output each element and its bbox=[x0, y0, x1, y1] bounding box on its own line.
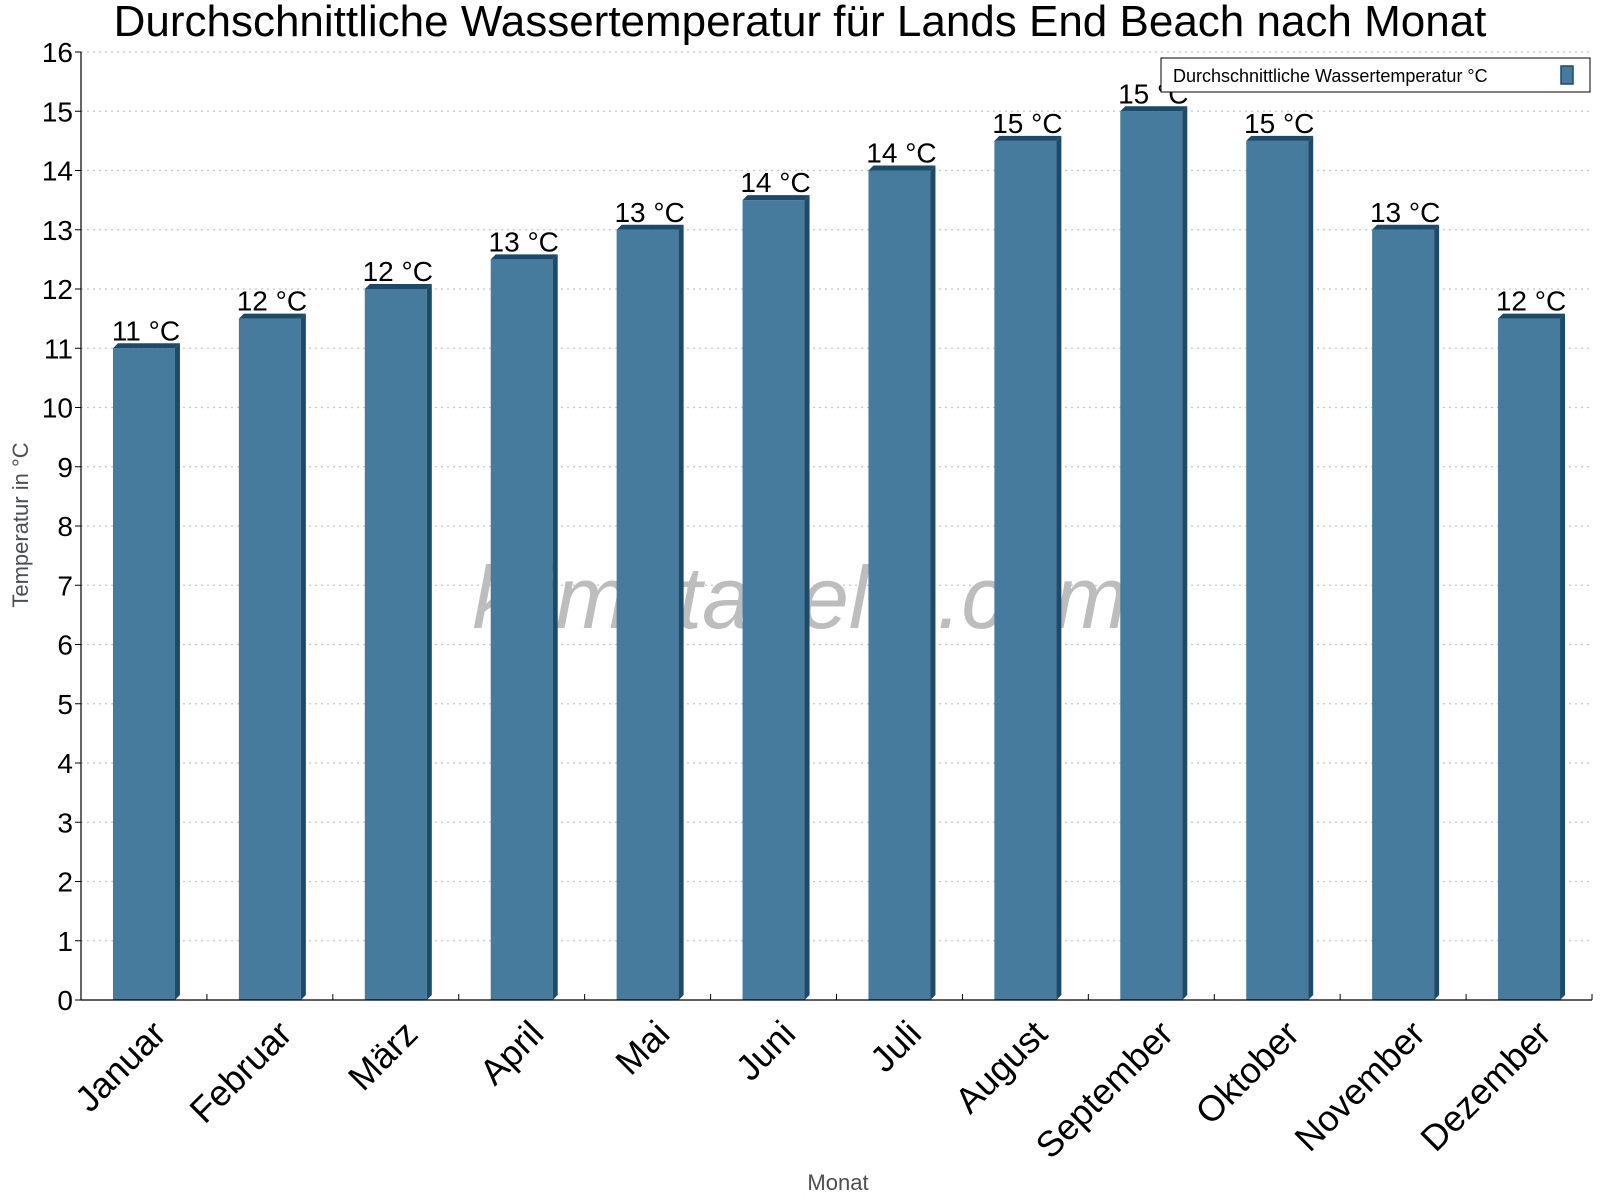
x-tick-label: März bbox=[340, 1013, 426, 1099]
bar-side-face bbox=[1434, 224, 1440, 1000]
bar-top-face bbox=[112, 343, 180, 349]
x-tick-label: Februar bbox=[181, 1013, 299, 1131]
y-tick-label: 0 bbox=[57, 985, 73, 1016]
bar-side-face bbox=[804, 195, 810, 1000]
data-label: 14 °C bbox=[740, 167, 810, 198]
data-label: 15 °C bbox=[992, 108, 1062, 139]
bar bbox=[112, 348, 175, 1000]
legend-label: Durchschnittliche Wassertemperatur °C bbox=[1173, 66, 1488, 86]
y-tick-label: 16 bbox=[42, 37, 73, 68]
bar bbox=[742, 200, 805, 1000]
data-label: 13 °C bbox=[489, 226, 559, 257]
data-label: 14 °C bbox=[866, 138, 936, 169]
data-labels: 11 °C 12 °C 12 °C 13 °C 13 °C 14 °C 14 °C 15 °C… bbox=[112, 78, 1566, 346]
y-tick-label: 15 bbox=[42, 96, 73, 127]
bar bbox=[364, 289, 427, 1000]
bar bbox=[868, 170, 931, 1000]
legend: Durchschnittliche Wassertemperatur °C bbox=[1160, 57, 1591, 93]
bar-top-face bbox=[1372, 224, 1440, 230]
bar-top-face bbox=[238, 313, 306, 319]
y-tick-label: 1 bbox=[57, 926, 73, 957]
bar-side-face bbox=[426, 284, 432, 1000]
grid-lines bbox=[81, 51, 1592, 942]
x-tick-label: Januar bbox=[67, 1013, 174, 1120]
x-tick-label: Juni bbox=[728, 1013, 804, 1089]
y-tick-label: 2 bbox=[57, 867, 73, 898]
bar bbox=[994, 140, 1057, 1000]
bar-series bbox=[112, 106, 1566, 1000]
x-tick-label: August bbox=[947, 1013, 1055, 1121]
y-tick-label: 4 bbox=[57, 748, 73, 779]
bar-top-face bbox=[364, 284, 432, 289]
bar-top-face bbox=[616, 224, 684, 230]
legend-box bbox=[1160, 57, 1591, 93]
legend-swatch bbox=[1560, 65, 1574, 85]
y-tick-label: 6 bbox=[57, 630, 73, 661]
bar bbox=[1246, 140, 1309, 1000]
x-tick-label: November bbox=[1286, 1013, 1432, 1159]
chart-title: Durchschnittliche Wassertemperatur für L… bbox=[114, 0, 1487, 46]
bar-side-face bbox=[174, 343, 180, 1000]
data-label: 12 °C bbox=[237, 286, 307, 317]
data-label: 12 °C bbox=[363, 256, 433, 287]
y-tick-label: 12 bbox=[42, 274, 73, 305]
bar-side-face bbox=[1308, 135, 1314, 1000]
bar-top-face bbox=[868, 165, 936, 171]
bar-top-face bbox=[490, 254, 558, 260]
bar-side-face bbox=[678, 224, 684, 1000]
y-tick-label: 3 bbox=[57, 807, 73, 838]
bar-top-face bbox=[1120, 106, 1188, 112]
y-tick-label: 11 bbox=[44, 333, 73, 364]
bar-side-face bbox=[552, 254, 558, 1000]
bar-top-face bbox=[1246, 135, 1314, 141]
bar-top-face bbox=[1498, 313, 1566, 319]
y-axis-label: Temperatur in °C bbox=[8, 442, 33, 607]
bar bbox=[238, 318, 301, 1000]
bar bbox=[1372, 229, 1435, 1000]
x-tick-label: Juli bbox=[862, 1013, 929, 1080]
y-tick-label: 7 bbox=[57, 570, 73, 601]
data-label: 11 °C bbox=[112, 315, 180, 346]
y-tick-label: 10 bbox=[42, 393, 73, 424]
y-tick-label: 8 bbox=[57, 511, 73, 542]
data-label: 13 °C bbox=[614, 197, 684, 228]
bar-top-face bbox=[742, 195, 810, 201]
x-axis-ticks: Januar Februar März April Mai Juni Juli AugustS… bbox=[67, 994, 1593, 1167]
data-label: 15 °C bbox=[1244, 108, 1314, 139]
x-tick-label: Dezember bbox=[1412, 1013, 1558, 1159]
bar-side-face bbox=[1056, 135, 1062, 1000]
y-tick-label: 9 bbox=[57, 452, 73, 483]
bar-side-face bbox=[1560, 313, 1566, 1000]
bar bbox=[490, 259, 553, 1000]
x-tick-label: Mai bbox=[607, 1013, 677, 1083]
data-label: 13 °C bbox=[1370, 197, 1440, 228]
bar-top-face bbox=[994, 135, 1062, 141]
bar-side-face bbox=[300, 313, 306, 1000]
x-tick-label: Oktober bbox=[1187, 1013, 1307, 1133]
y-tick-label: 13 bbox=[42, 215, 73, 246]
data-label: 12 °C bbox=[1496, 286, 1566, 317]
y-tick-label: 14 bbox=[42, 156, 73, 187]
bar-side-face bbox=[1182, 106, 1188, 1000]
x-tick-label: April bbox=[471, 1013, 551, 1093]
bar bbox=[1120, 111, 1183, 1000]
y-tick-label: 5 bbox=[57, 689, 73, 720]
x-tick-label: September bbox=[1027, 1013, 1181, 1167]
bar bbox=[616, 229, 679, 1000]
x-axis-label: Monat bbox=[807, 1170, 868, 1195]
bar bbox=[1498, 318, 1561, 1000]
bar-side-face bbox=[930, 165, 936, 1000]
